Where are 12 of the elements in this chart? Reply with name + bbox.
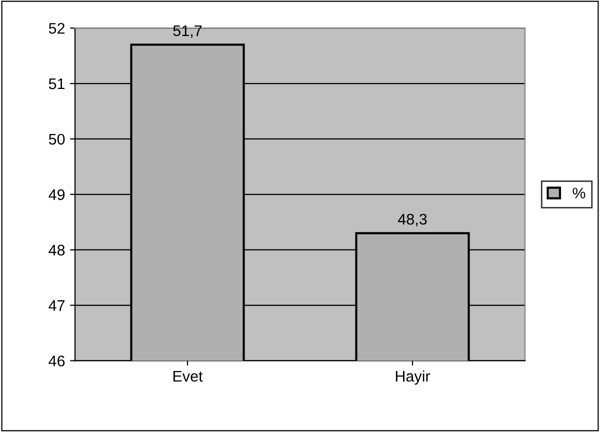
y-tick-label: 52 <box>48 22 65 34</box>
x-tick-label: Hayir <box>396 370 430 385</box>
y-tick-label: 47 <box>48 300 65 311</box>
y-tick-label: 50 <box>48 134 65 145</box>
data-label: 48,3 <box>398 214 427 226</box>
legend-label: % <box>572 188 586 198</box>
x-tick-label: Evet <box>173 371 203 382</box>
y-tick-label: 49 <box>48 189 65 200</box>
y-tick-label: 48 <box>48 244 65 256</box>
y-tick-label: 46 <box>48 356 65 366</box>
data-label: 51,7 <box>173 25 202 38</box>
y-tick-label: 51 <box>48 78 65 90</box>
